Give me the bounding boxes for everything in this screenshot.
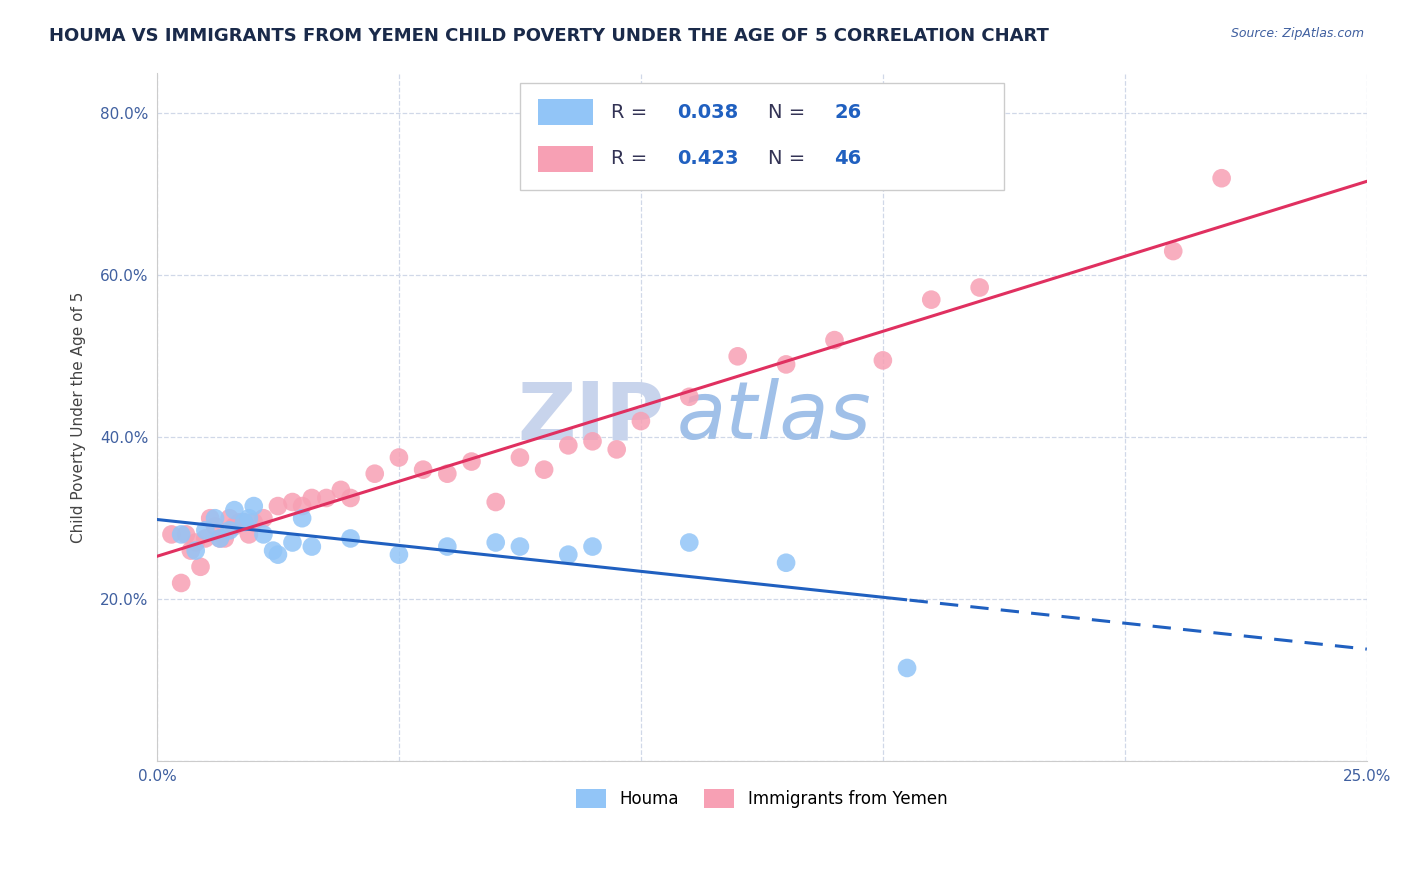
Point: [190, 559, 212, 574]
Point: [436, 540, 458, 554]
Text: HOUMA VS IMMIGRANTS FROM YEMEN CHILD POVERTY UNDER THE AGE OF 5 CORRELATION CHAR: HOUMA VS IMMIGRANTS FROM YEMEN CHILD POV…: [49, 27, 1049, 45]
Point: [485, 535, 508, 549]
Point: [233, 516, 256, 530]
Bar: [538, 146, 592, 172]
Point: [412, 463, 434, 477]
Point: [194, 532, 217, 546]
Point: [281, 535, 304, 549]
Point: [252, 511, 274, 525]
Point: [896, 661, 918, 675]
Point: [267, 548, 290, 562]
Bar: [538, 99, 592, 125]
Point: [267, 499, 290, 513]
Point: [775, 358, 797, 372]
Point: [198, 511, 221, 525]
Text: R =: R =: [610, 150, 654, 169]
Point: [184, 535, 207, 549]
Text: 0.423: 0.423: [678, 150, 738, 169]
Point: [606, 442, 628, 457]
Point: [824, 333, 846, 347]
Text: N =: N =: [768, 150, 811, 169]
Point: [872, 353, 894, 368]
Point: [214, 532, 236, 546]
Point: [218, 524, 240, 538]
Point: [224, 503, 246, 517]
Point: [581, 540, 603, 554]
Point: [233, 516, 256, 530]
Point: [509, 450, 531, 465]
Point: [242, 499, 264, 513]
Point: [301, 491, 323, 505]
Point: [339, 532, 361, 546]
Point: [204, 519, 226, 533]
FancyBboxPatch shape: [520, 83, 1004, 190]
Point: [364, 467, 387, 481]
Point: [194, 524, 217, 538]
Text: R =: R =: [610, 103, 654, 121]
Point: [969, 280, 991, 294]
Text: ZIP: ZIP: [517, 378, 665, 456]
Point: [509, 540, 531, 554]
Point: [678, 390, 700, 404]
Point: [678, 535, 700, 549]
Point: [170, 576, 193, 591]
Point: [339, 491, 361, 505]
Point: [228, 516, 250, 530]
Text: 46: 46: [835, 150, 862, 169]
Point: [533, 463, 555, 477]
Point: [160, 527, 183, 541]
Y-axis label: Child Poverty Under the Age of 5: Child Poverty Under the Age of 5: [72, 292, 86, 542]
Point: [436, 467, 458, 481]
Point: [218, 511, 240, 525]
Point: [301, 540, 323, 554]
Point: [238, 511, 260, 525]
Point: [208, 532, 231, 546]
Point: [1211, 171, 1233, 186]
Point: [281, 495, 304, 509]
Point: [315, 491, 337, 505]
Point: [291, 499, 314, 513]
Point: [581, 434, 603, 449]
Point: [460, 454, 482, 468]
Point: [1161, 244, 1184, 258]
Point: [170, 527, 193, 541]
Text: atlas: atlas: [678, 378, 872, 456]
Point: [388, 450, 411, 465]
Point: [557, 548, 579, 562]
Point: [174, 527, 197, 541]
Point: [388, 548, 411, 562]
Point: [262, 543, 284, 558]
Text: 26: 26: [835, 103, 862, 121]
Point: [224, 519, 246, 533]
Point: [180, 543, 202, 558]
Text: Source: ZipAtlas.com: Source: ZipAtlas.com: [1230, 27, 1364, 40]
Point: [485, 495, 508, 509]
Point: [204, 511, 226, 525]
Point: [291, 511, 314, 525]
Point: [208, 532, 231, 546]
Point: [329, 483, 352, 497]
Point: [775, 556, 797, 570]
Point: [184, 543, 207, 558]
Point: [920, 293, 942, 307]
Point: [252, 527, 274, 541]
Point: [238, 527, 260, 541]
Point: [557, 438, 579, 452]
Point: [727, 349, 749, 363]
Point: [242, 516, 264, 530]
Text: N =: N =: [768, 103, 811, 121]
Point: [630, 414, 652, 428]
Legend: Houma, Immigrants from Yemen: Houma, Immigrants from Yemen: [569, 782, 953, 814]
Text: 0.038: 0.038: [678, 103, 738, 121]
